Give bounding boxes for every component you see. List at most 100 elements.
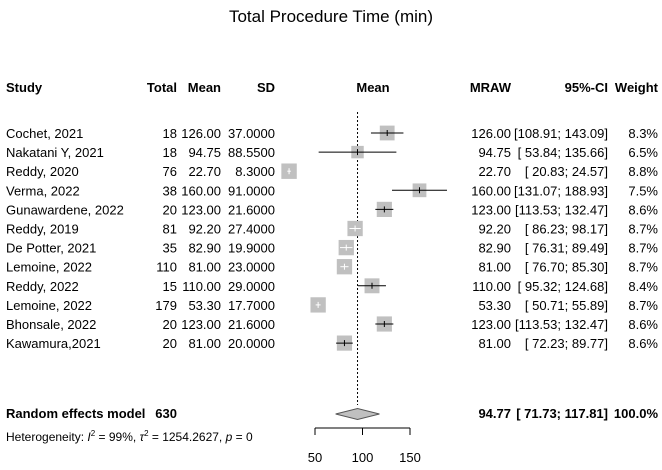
row-mraw: 82.90 [478, 241, 511, 256]
row-mraw: 81.00 [478, 260, 511, 275]
row-weight: 8.6% [628, 202, 658, 217]
row-total: 38 [163, 183, 177, 198]
row-total: 20 [163, 202, 177, 217]
row-sd: 20.0000 [228, 336, 275, 351]
row-total: 35 [163, 241, 177, 256]
row-study: Lemoine, 2022 [6, 298, 92, 313]
row-mean: 81.00 [188, 336, 221, 351]
row-weight: 8.7% [628, 222, 658, 237]
summary-mraw: 94.77 [478, 406, 511, 421]
chart-title: Total Procedure Time (min) [229, 7, 433, 26]
row-ci: [ 72.23; 89.77] [525, 336, 608, 351]
row-mean: 82.90 [188, 241, 221, 256]
row-study: Reddy, 2019 [6, 222, 79, 237]
row-weight: 8.8% [628, 164, 658, 179]
row-sd: 29.0000 [228, 279, 275, 294]
row-mraw: 94.75 [478, 145, 511, 160]
row-total: 18 [163, 126, 177, 141]
row-study: Lemoine, 2022 [6, 260, 92, 275]
row-ci: [ 76.31; 89.49] [525, 241, 608, 256]
column-header-weight: Weight [615, 80, 659, 95]
row-study: Cochet, 2021 [6, 126, 83, 141]
row-mean: 160.00 [181, 183, 221, 198]
row-ci: [108.91; 143.09] [514, 126, 608, 141]
row-total: 18 [163, 145, 177, 160]
row-mean: 126.00 [181, 126, 221, 141]
summary-ci: [ 71.73; 117.81] [516, 406, 608, 421]
heterogeneity-text: Heterogeneity: I2 = 99%, τ2 = 1254.2627,… [6, 429, 253, 444]
row-study: Nakatani Y, 2021 [6, 145, 104, 160]
row-total: 20 [163, 317, 177, 332]
row-mean: 94.75 [188, 145, 221, 160]
x-tick-label: 150 [399, 450, 421, 465]
row-total: 81 [163, 222, 177, 237]
x-tick-label: 50 [308, 450, 322, 465]
column-header-mean: Mean [188, 80, 221, 95]
row-ci: [ 50.71; 55.89] [525, 298, 608, 313]
row-weight: 8.7% [628, 241, 658, 256]
row-study: Kawamura,2021 [6, 336, 101, 351]
summary-total: 630 [155, 406, 177, 421]
row-sd: 19.9000 [228, 241, 275, 256]
row-mean: 92.20 [188, 222, 221, 237]
row-study: Bhonsale, 2022 [6, 317, 96, 332]
row-mraw: 110.00 [472, 279, 511, 294]
row-weight: 8.7% [628, 260, 658, 275]
row-ci: [113.53; 132.47] [515, 317, 608, 332]
row-mraw: 22.70 [478, 164, 511, 179]
row-total: 76 [163, 164, 177, 179]
row-mraw: 126.00 [471, 126, 511, 141]
row-mean: 110.00 [182, 279, 221, 294]
column-header-study: Study [6, 80, 43, 95]
row-study: Verma, 2022 [6, 183, 80, 198]
pooled-diamond [335, 407, 380, 421]
row-ci: [ 20.83; 24.57] [525, 164, 608, 179]
row-weight: 8.4% [628, 279, 658, 294]
row-mraw: 123.00 [471, 202, 511, 217]
row-study: De Potter, 2021 [6, 241, 96, 256]
row-mean: 123.00 [181, 202, 221, 217]
row-study: Reddy, 2022 [6, 279, 79, 294]
row-mraw: 92.20 [478, 222, 511, 237]
row-study: Reddy, 2020 [6, 164, 79, 179]
row-sd: 27.4000 [228, 222, 275, 237]
summary-weight: 100.0% [614, 406, 659, 421]
row-sd: 88.5500 [228, 145, 275, 160]
row-mraw: 123.00 [471, 317, 511, 332]
row-weight: 8.6% [628, 336, 658, 351]
row-weight: 7.5% [628, 183, 658, 198]
row-sd: 23.0000 [228, 260, 275, 275]
column-header-plot-mean: Mean [356, 80, 389, 95]
row-total: 179 [155, 298, 177, 313]
row-ci: [ 95.32; 124.68] [518, 279, 608, 294]
row-sd: 37.0000 [228, 126, 275, 141]
row-mean: 53.30 [188, 298, 221, 313]
row-sd: 21.6000 [228, 202, 275, 217]
row-weight: 8.7% [628, 298, 658, 313]
row-mraw: 81.00 [478, 336, 511, 351]
column-header-sd: SD [257, 80, 275, 95]
row-mean: 22.70 [188, 164, 221, 179]
row-sd: 21.6000 [228, 317, 275, 332]
row-sd: 8.3000 [235, 164, 275, 179]
row-sd: 17.7000 [228, 298, 275, 313]
column-header-ci: 95%-CI [565, 80, 608, 95]
row-total: 110 [156, 260, 177, 275]
row-weight: 8.3% [628, 126, 658, 141]
row-sd: 91.0000 [228, 183, 275, 198]
row-weight: 8.6% [628, 317, 658, 332]
row-ci: [ 53.84; 135.66] [518, 145, 608, 160]
row-study: Gunawardene, 2022 [6, 202, 124, 217]
row-mean: 123.00 [181, 317, 221, 332]
summary-label: Random effects model [6, 406, 145, 421]
x-tick-label: 100 [352, 450, 374, 465]
row-mraw: 160.00 [471, 183, 511, 198]
row-ci: [113.53; 132.47] [515, 202, 608, 217]
row-ci: [ 76.70; 85.30] [525, 260, 608, 275]
row-mean: 81.00 [188, 260, 221, 275]
row-mraw: 53.30 [478, 298, 511, 313]
row-total: 20 [163, 336, 177, 351]
row-weight: 6.5% [628, 145, 658, 160]
row-ci: [ 86.23; 98.17] [525, 222, 608, 237]
